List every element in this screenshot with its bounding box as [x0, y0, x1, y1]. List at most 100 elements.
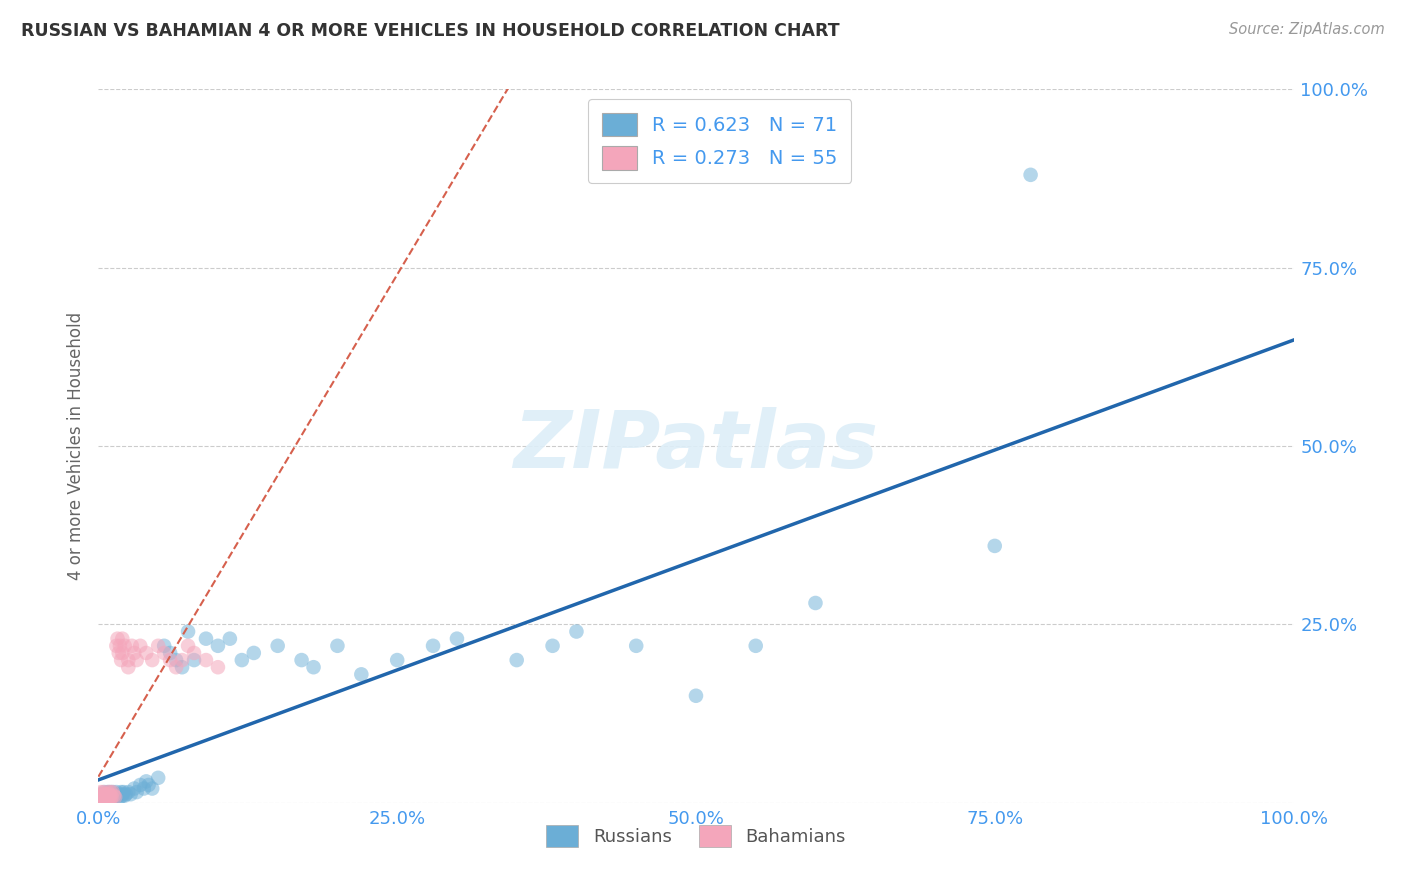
Point	[121, 639, 143, 653]
Point	[96, 787, 118, 801]
Point	[98, 789, 122, 803]
Point	[172, 660, 194, 674]
Point	[98, 785, 122, 799]
Point	[105, 789, 128, 803]
Point	[129, 778, 152, 792]
Point	[111, 789, 134, 803]
Point	[94, 789, 117, 803]
Point	[114, 789, 136, 803]
Point	[172, 653, 194, 667]
Point	[90, 785, 112, 799]
Point	[125, 785, 148, 799]
Point	[159, 653, 181, 667]
Point	[97, 785, 120, 799]
Point	[148, 639, 170, 653]
Point	[91, 789, 114, 803]
Point	[326, 639, 349, 653]
Point	[103, 789, 125, 803]
Point	[183, 646, 205, 660]
Point	[100, 790, 122, 805]
Point	[135, 774, 157, 789]
Point	[90, 792, 112, 806]
Point	[98, 792, 122, 806]
Point	[422, 639, 444, 653]
Point	[107, 632, 129, 646]
Point	[98, 785, 122, 799]
Point	[101, 789, 124, 803]
Point	[100, 790, 122, 805]
Point	[90, 792, 112, 806]
Point	[111, 787, 134, 801]
Point	[117, 660, 139, 674]
Point	[129, 639, 152, 653]
Point	[350, 667, 373, 681]
Point	[141, 653, 163, 667]
Point	[117, 653, 139, 667]
Point	[302, 660, 325, 674]
Point	[101, 785, 124, 799]
Point	[120, 787, 142, 801]
Point	[107, 787, 129, 801]
Point	[93, 787, 115, 801]
Point	[107, 646, 129, 660]
Point	[165, 653, 187, 667]
Point	[91, 790, 114, 805]
Point	[105, 639, 128, 653]
Point	[506, 653, 529, 667]
Point	[93, 792, 115, 806]
Point	[132, 781, 155, 796]
Legend: Russians, Bahamians: Russians, Bahamians	[538, 818, 853, 855]
Point	[207, 660, 229, 674]
Point	[91, 790, 114, 805]
Point	[110, 785, 132, 799]
Point	[117, 785, 139, 799]
Point	[91, 785, 114, 799]
Point	[114, 639, 136, 653]
Point	[183, 653, 205, 667]
Point	[96, 791, 118, 805]
Point	[207, 639, 229, 653]
Point	[98, 789, 122, 803]
Point	[177, 624, 200, 639]
Point	[108, 790, 131, 805]
Point	[97, 789, 120, 803]
Point	[1019, 168, 1042, 182]
Point	[105, 785, 128, 799]
Text: RUSSIAN VS BAHAMIAN 4 OR MORE VEHICLES IN HOUSEHOLD CORRELATION CHART: RUSSIAN VS BAHAMIAN 4 OR MORE VEHICLES I…	[21, 22, 839, 40]
Point	[98, 790, 121, 805]
Point	[685, 689, 707, 703]
Point	[98, 792, 122, 806]
Point	[91, 787, 114, 801]
Point	[91, 789, 114, 803]
Point	[148, 771, 170, 785]
Point	[541, 639, 564, 653]
Point	[231, 653, 253, 667]
Point	[141, 781, 163, 796]
Point	[93, 790, 115, 805]
Point	[243, 646, 266, 660]
Point	[219, 632, 242, 646]
Point	[100, 787, 122, 801]
Point	[565, 624, 588, 639]
Point	[98, 787, 121, 801]
Point	[138, 778, 160, 792]
Point	[89, 789, 111, 803]
Point	[804, 596, 827, 610]
Point	[97, 785, 120, 799]
Point	[112, 785, 135, 799]
Point	[94, 790, 117, 805]
Point	[195, 632, 218, 646]
Point	[96, 792, 118, 806]
Point	[110, 653, 132, 667]
Point	[94, 789, 117, 803]
Point	[111, 646, 134, 660]
Point	[93, 792, 115, 806]
Point	[104, 790, 127, 805]
Point	[98, 790, 121, 805]
Point	[115, 787, 138, 801]
Point	[101, 785, 124, 799]
Point	[90, 790, 112, 805]
Point	[94, 790, 117, 805]
Point	[165, 660, 187, 674]
Text: Source: ZipAtlas.com: Source: ZipAtlas.com	[1229, 22, 1385, 37]
